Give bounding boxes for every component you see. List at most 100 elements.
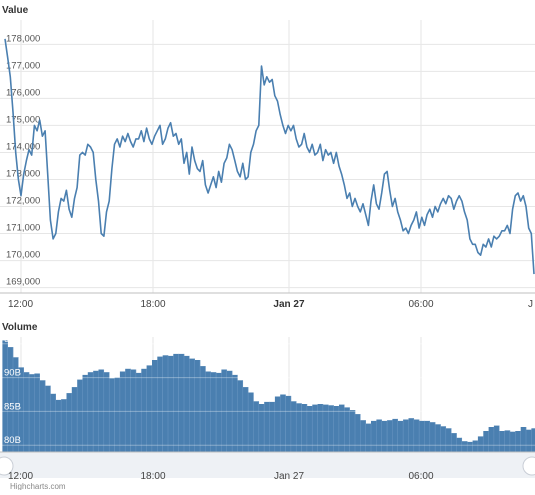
volume-bar [451,433,457,452]
volume-bar [210,372,217,452]
volume-bar [125,368,131,452]
value-x-tick-label: 12:00 [8,299,33,310]
volume-bar [45,385,51,452]
volume-bar [205,371,211,452]
volume-bar [23,372,30,452]
volume-bar [499,431,505,452]
volume-bar [483,431,489,452]
volume-bar [371,420,377,452]
volume-x-tick-label: 06:00 [408,471,433,482]
value-x-tick-label: 18:00 [140,299,165,310]
value-y-tick-label: 178,000 [6,33,40,44]
volume-bar [152,360,158,452]
volume-bar [472,440,479,452]
value-y-tick-label: 171,000 [6,223,40,234]
volume-bar [157,356,163,452]
value-series-line [4,38,535,275]
volume-bar [323,404,329,452]
volume-bar [242,387,249,452]
volume-bar [237,380,243,452]
value-panel-title: Value [2,5,29,16]
volume-x-tick-label: 12:00 [8,471,33,482]
value-y-tick-label: 177,000 [6,60,40,71]
volume-bar [258,404,265,452]
volume-bar [71,387,78,452]
volume-bar [50,393,56,452]
volume-bar [7,347,14,452]
volume-x-tick-label: 18:00 [140,471,165,482]
volume-bar [317,404,324,452]
volume-bar [445,428,452,452]
volume-bar [312,404,318,452]
value-y-tick-label: 174,000 [6,141,40,152]
volume-bar [114,377,121,452]
volume-bar [61,399,67,452]
value-y-tick-label: 175,000 [6,114,40,125]
volume-bar [98,369,104,452]
value-y-tick-label: 172,000 [6,196,40,207]
value-y-tick-label: 169,000 [6,277,40,288]
volume-bar [232,374,238,452]
volume-bar [146,365,153,452]
volume-bar [168,355,174,452]
volume-bar [173,353,179,452]
volume-bar [18,367,24,452]
volume-bar [2,340,8,452]
volume-bar [290,401,297,452]
volume-bar [515,431,521,452]
volume-bar [82,374,88,452]
volume-bar [194,360,201,452]
volume-bar [344,407,350,452]
volume-bar [253,401,259,452]
volume-bar [381,420,388,452]
volume-bar [119,371,126,452]
range-right-handle[interactable] [522,456,535,476]
volume-bar [520,427,527,452]
volume-bar [467,441,473,452]
volume-bar [135,372,142,452]
volume-bar [264,401,270,452]
volume-bar [504,430,511,452]
volume-bar [189,358,195,452]
volume-bar [285,395,292,452]
volume-bar [408,418,414,452]
volume-bar [403,419,409,452]
volume-bar [376,419,382,452]
volume-bar [141,368,147,452]
volume-bar [397,420,404,452]
range-left-handle[interactable] [0,456,14,476]
value-y-tick-label: 176,000 [6,87,40,98]
volume-bar [419,420,425,452]
value-x-tick-label: J [528,299,533,310]
volume-bar [339,404,345,452]
volume-bar [477,436,484,452]
volume-panel-title: Volume [2,322,38,333]
volume-bar [34,373,40,452]
volume-y-tick-label: 90B [4,368,21,379]
volume-bar [200,366,206,452]
volume-bar [29,374,35,452]
volume-x-tick-label: Jan 27 [274,471,304,482]
volume-bar [280,394,286,452]
volume-bar [296,403,302,452]
volume-bar [55,399,62,452]
volume-bar [360,420,366,452]
volume-bar [39,380,46,452]
volume-bar [306,406,313,452]
volume-bar [493,425,500,452]
value-x-tick-label: 06:00 [408,299,433,310]
volume-bar [248,392,254,452]
value-x-tick-label: Jan 27 [273,299,305,310]
volume-bar [13,357,19,452]
volume-bar [461,441,468,452]
range-navigator-strip[interactable] [0,452,535,478]
volume-bar [435,424,441,452]
volume-y-tick-label: 95B [4,334,21,345]
volume-bar [440,426,446,452]
volume-bar [87,372,94,452]
volume-bar [488,427,495,452]
volume-bar [184,355,190,452]
volume-bar [526,429,532,452]
